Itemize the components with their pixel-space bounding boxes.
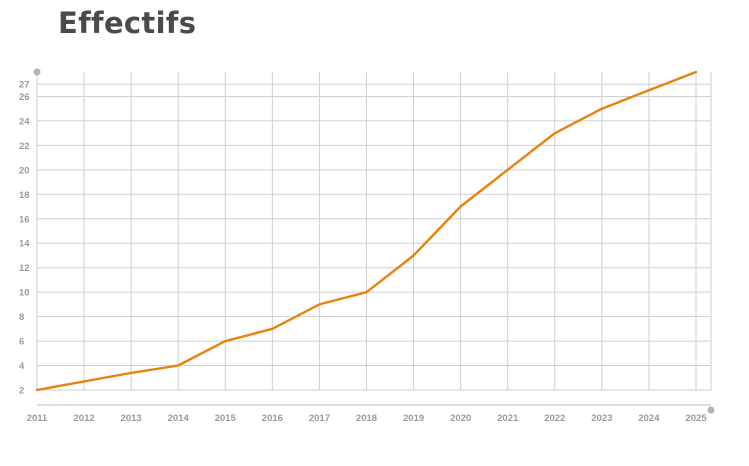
grid xyxy=(36,72,712,406)
x-tick-label: 2015 xyxy=(215,413,237,424)
x-tick-label: 2024 xyxy=(638,413,660,424)
y-tick-label: 18 xyxy=(19,190,30,201)
x-tick-label: 2023 xyxy=(591,413,612,424)
x-tick-label: 2019 xyxy=(403,413,424,424)
y-tick-label: 6 xyxy=(19,337,24,348)
y-tick-label: 10 xyxy=(19,288,30,299)
y-tick-label: 27 xyxy=(19,80,30,91)
x-tick-label: 2025 xyxy=(685,413,707,424)
x-tick-label: 2012 xyxy=(74,413,95,424)
x-tick-label: 2014 xyxy=(168,413,190,424)
y-tick-label: 26 xyxy=(19,92,30,103)
x-tick-label: 2016 xyxy=(262,413,283,424)
y-tick-label: 20 xyxy=(19,165,30,176)
y-tick-label: 8 xyxy=(19,312,24,323)
y-tick-label: 4 xyxy=(19,361,25,372)
y-tick-label: 12 xyxy=(19,263,30,274)
chart-title: Effectifs xyxy=(58,6,197,40)
axis-start-dot xyxy=(33,68,41,76)
x-tick-label: 2018 xyxy=(356,413,377,424)
y-tick-label: 22 xyxy=(19,141,30,152)
x-tick-label: 2022 xyxy=(544,413,565,424)
y-tick-label: 16 xyxy=(19,214,30,225)
x-tick-label: 2021 xyxy=(497,413,519,424)
x-axis-ticks: 2011 2012 2013 2014 2015 2016 2017 2018 2019 2020… xyxy=(27,413,708,424)
series xyxy=(35,70,698,392)
y-tick-label: 2 xyxy=(19,386,24,397)
axis-end-dot xyxy=(707,406,715,414)
x-tick-label: 2017 xyxy=(309,413,330,424)
series-line xyxy=(35,70,698,392)
x-tick-label: 2020 xyxy=(450,413,471,424)
x-tick-label: 2011 xyxy=(27,413,48,424)
y-tick-label: 14 xyxy=(19,239,30,250)
x-tick-label: 2013 xyxy=(121,413,142,424)
y-tick-label: 24 xyxy=(19,116,30,127)
